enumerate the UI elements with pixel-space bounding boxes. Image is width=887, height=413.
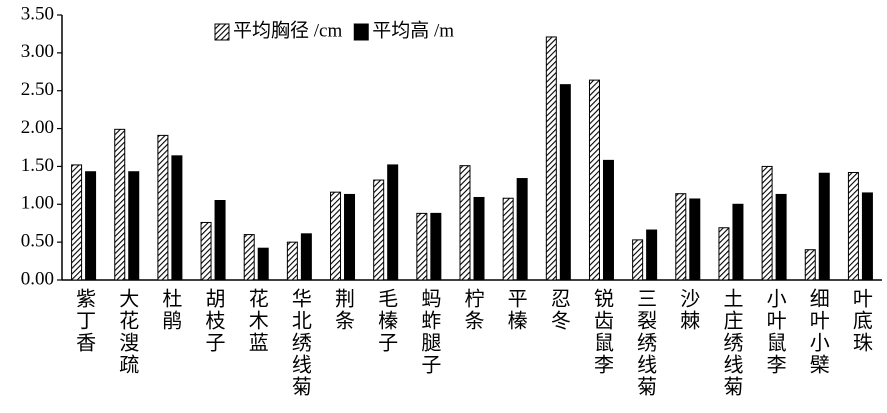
y-tick-label: 0.00 [21,268,54,289]
bar [387,164,399,281]
x-tick-label: 胡枝子 [202,288,225,354]
bar [588,79,600,281]
x-tick-label: 花木蓝 [245,288,268,354]
bar [344,193,356,281]
bar [416,212,428,281]
bar [559,84,571,281]
bar [847,171,859,281]
bar [85,171,97,281]
x-tick-label: 蚂蚱腿子 [418,288,441,376]
bar [516,178,528,281]
x-tick-label: 锐齿鼠李 [590,288,613,376]
bar [545,36,557,281]
bar [459,165,471,281]
y-tick-label: 2.50 [21,79,54,100]
bar [775,193,787,281]
bar [732,203,744,281]
x-tick-label: 毛榛子 [375,288,398,354]
x-tick-label: 荆条 [332,288,355,332]
bar [128,171,140,281]
bar [502,197,514,281]
legend-swatch [214,23,230,41]
x-tick-label: 细叶小檗 [806,288,829,376]
bar [675,193,687,281]
legend-label: 平均高 /m [372,19,454,41]
bar [200,221,212,281]
bar [257,247,269,281]
bar [761,165,773,281]
x-tick-label: 平榛 [504,288,527,332]
bar [330,191,342,281]
bar [473,196,485,281]
x-tick-label: 土庄绣线菊 [720,288,743,398]
bar [602,159,614,281]
bar [214,200,226,281]
bar [804,249,816,281]
bar [171,155,183,281]
bar [157,134,169,281]
y-tick-label: 3.50 [21,3,54,24]
x-tick-label: 大花溲疏 [116,288,139,376]
bar [71,164,83,281]
bar [646,229,658,281]
x-tick-label: 小叶鼠李 [763,288,786,376]
x-tick-label: 华北绣线菊 [288,288,311,398]
x-tick-label: 杜鹃 [159,288,182,332]
x-tick-label: 柠条 [461,288,484,332]
y-tick-label: 2.00 [21,117,54,138]
y-tick-label: 1.50 [21,155,54,176]
legend-swatch [353,23,369,41]
bar [818,172,830,281]
bar [430,212,442,281]
x-tick-label: 三裂绣线菊 [634,288,657,398]
bar [373,179,385,281]
bar [300,233,312,281]
x-tick-label: 忍冬 [547,288,570,332]
bar [114,128,126,281]
bar [861,192,873,281]
bar [718,227,730,281]
x-tick-label: 紫丁香 [73,288,96,354]
y-tick-label: 3.00 [21,41,54,62]
bar [286,241,298,281]
bar [243,234,255,281]
x-tick-label: 沙棘 [677,288,700,332]
bar [689,198,701,281]
x-tick-label: 叶底珠 [849,288,872,354]
y-tick-label: 0.50 [21,231,54,252]
y-tick-label: 1.00 [21,193,54,214]
bar [632,239,644,281]
legend-label: 平均胸径 /cm [233,19,342,41]
